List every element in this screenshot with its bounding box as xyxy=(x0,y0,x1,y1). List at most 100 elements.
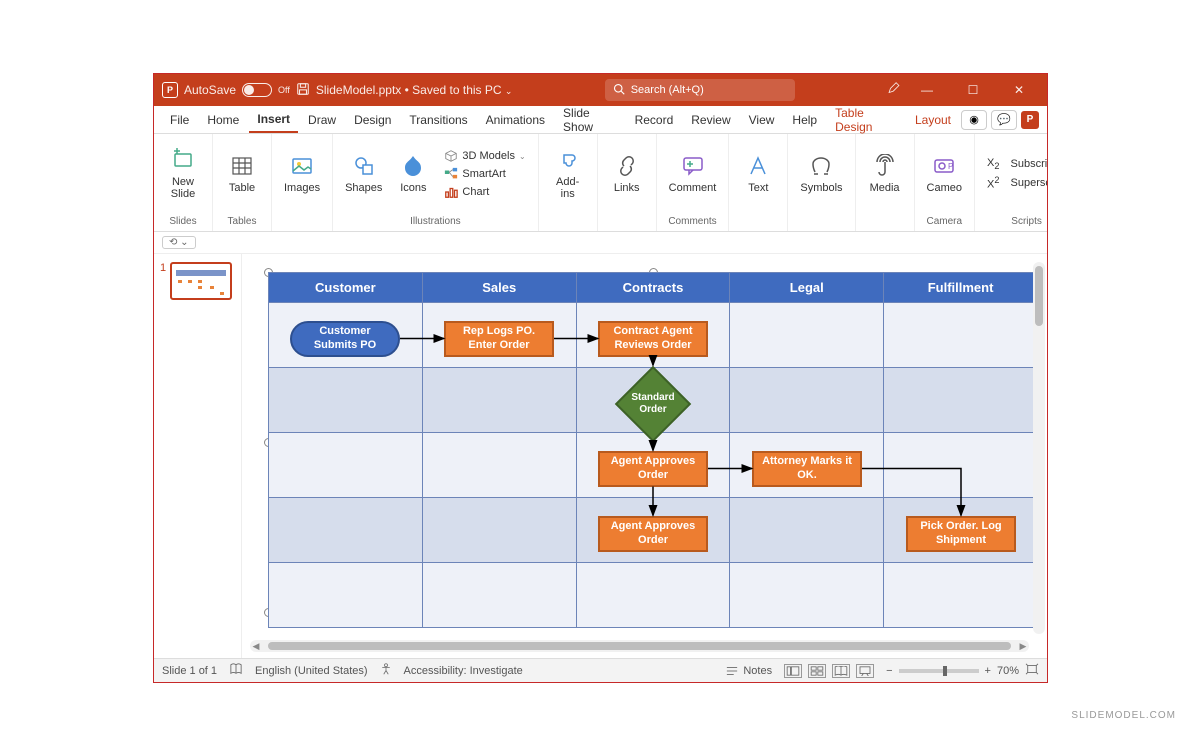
swimlane-cell xyxy=(884,432,1037,497)
swimlane-cell xyxy=(884,562,1037,627)
tab-record[interactable]: Record xyxy=(627,106,682,133)
undo-dropdown[interactable]: ⟲ ⌄ xyxy=(162,236,196,249)
icons-icon xyxy=(401,154,425,178)
swimlane-cell xyxy=(423,497,577,562)
swimlane-header-cell: Sales xyxy=(423,273,577,302)
slide-canvas[interactable]: CustomerSalesContractsLegalFulfillmentCu… xyxy=(250,262,1029,640)
subscript-button[interactable]: X2 Subscript xyxy=(985,156,1048,172)
flowchart-diamond[interactable]: Standard Order xyxy=(626,377,680,431)
tab-draw[interactable]: Draw xyxy=(300,106,344,133)
images-button[interactable]: Images xyxy=(278,152,326,196)
tab-table-design[interactable]: Table Design xyxy=(827,106,905,133)
flowchart-box[interactable]: Pick Order. Log Shipment xyxy=(906,516,1016,552)
swimlane-header-cell: Contracts xyxy=(577,273,731,302)
tab-review[interactable]: Review xyxy=(683,106,738,133)
language-status[interactable]: English (United States) xyxy=(255,665,368,677)
accessibility-icon xyxy=(380,663,392,678)
zoom-out-button[interactable]: − xyxy=(886,665,892,677)
links-button[interactable]: Links xyxy=(604,152,650,196)
media-button[interactable]: Media xyxy=(862,152,908,196)
save-icon[interactable] xyxy=(296,82,310,99)
shapes-icon xyxy=(352,154,376,178)
sorter-view-button[interactable] xyxy=(808,664,826,678)
tab-slideshow[interactable]: Slide Show xyxy=(555,106,625,133)
tab-file[interactable]: File xyxy=(162,106,197,133)
addins-icon xyxy=(556,148,580,172)
fit-button[interactable] xyxy=(1025,663,1039,678)
cameo-button[interactable]: P Cameo xyxy=(921,152,968,196)
slide-canvas-area: CustomerSalesContractsLegalFulfillmentCu… xyxy=(242,254,1047,658)
tab-transitions[interactable]: Transitions xyxy=(401,106,475,133)
watermark: SLIDEMODEL.COM xyxy=(1071,710,1176,721)
chart-button[interactable]: Chart xyxy=(442,184,527,200)
symbols-button[interactable]: Symbols xyxy=(794,152,848,196)
new-slide-button[interactable]: New Slide xyxy=(160,146,206,202)
smartart-button[interactable]: SmartArt xyxy=(442,166,527,182)
zoom-control[interactable]: − + 70% xyxy=(886,663,1039,678)
tab-help[interactable]: Help xyxy=(784,106,825,133)
tab-home[interactable]: Home xyxy=(199,106,247,133)
comment-button[interactable]: Comment xyxy=(663,152,723,196)
comments-shortcut[interactable]: 💬 xyxy=(991,110,1017,130)
pencil-icon[interactable] xyxy=(887,82,901,99)
reading-view-button[interactable] xyxy=(832,664,850,678)
account-badge[interactable]: P xyxy=(1021,111,1039,129)
tab-view[interactable]: View xyxy=(741,106,783,133)
zoom-in-button[interactable]: + xyxy=(985,665,991,677)
flowchart-box[interactable]: Attorney Marks it OK. xyxy=(752,451,862,487)
notes-button[interactable]: Notes xyxy=(725,665,772,677)
slide-thumbnails: 1 xyxy=(154,254,242,658)
table-button[interactable]: Table xyxy=(219,152,265,196)
normal-view-button[interactable] xyxy=(784,664,802,678)
swimlane-cell xyxy=(269,497,423,562)
thumbnail-preview xyxy=(170,262,232,300)
powerpoint-window: P AutoSave Off SlideModel.pptx • Saved t… xyxy=(153,73,1048,683)
superscript-button[interactable]: X2 Superscript xyxy=(985,174,1048,192)
images-icon xyxy=(290,154,314,178)
swimlane-cell xyxy=(884,302,1037,367)
icons-button[interactable]: Icons xyxy=(390,152,436,196)
thumbnail-1[interactable]: 1 xyxy=(160,262,235,300)
document-title: SlideModel.pptx • Saved to this PC ⌄ xyxy=(316,83,513,97)
record-shortcut[interactable]: ◉ xyxy=(961,110,987,130)
shapes-button[interactable]: Shapes xyxy=(339,152,388,196)
accessibility-status[interactable]: Accessibility: Investigate xyxy=(404,665,523,677)
minimize-button[interactable]: — xyxy=(907,83,947,97)
swimlane-cell xyxy=(269,562,423,627)
swimlane-header-cell: Customer xyxy=(269,273,423,302)
horizontal-scrollbar[interactable]: ◀▶ xyxy=(250,640,1029,652)
maximize-button[interactable]: ☐ xyxy=(953,83,993,97)
zoom-slider[interactable] xyxy=(899,669,979,673)
3dmodels-button[interactable]: 3D Models ⌄ xyxy=(442,148,527,164)
vertical-scrollbar[interactable] xyxy=(1033,262,1045,634)
search-box[interactable]: Search (Alt+Q) xyxy=(605,79,795,101)
swimlane-cell xyxy=(423,562,577,627)
swimlane-cell xyxy=(730,562,884,627)
flowchart-box[interactable]: Agent Approves Order xyxy=(598,451,708,487)
swimlane-cell xyxy=(577,562,731,627)
flowchart-box[interactable]: Rep Logs PO. Enter Order xyxy=(444,321,554,357)
svg-text:P: P xyxy=(948,162,953,171)
autosave-toggle[interactable]: AutoSave Off xyxy=(184,83,290,97)
slide-counter[interactable]: Slide 1 of 1 xyxy=(162,665,217,677)
flowchart-pill[interactable]: Customer Submits PO xyxy=(290,321,400,357)
comment-icon xyxy=(681,154,705,178)
flowchart-box[interactable]: Agent Approves Order xyxy=(598,516,708,552)
tab-insert[interactable]: Insert xyxy=(249,106,298,133)
zoom-percent[interactable]: 70% xyxy=(997,665,1019,677)
swimlane-cell xyxy=(269,432,423,497)
view-buttons xyxy=(784,664,874,678)
swimlane-header-cell: Fulfillment xyxy=(884,273,1037,302)
text-button[interactable]: Text xyxy=(735,152,781,196)
flowchart-box[interactable]: Contract Agent Reviews Order xyxy=(598,321,708,357)
slideshow-view-button[interactable] xyxy=(856,664,874,678)
tab-design[interactable]: Design xyxy=(346,106,399,133)
media-icon xyxy=(873,154,897,178)
quick-access-row: ⟲ ⌄ xyxy=(154,232,1047,254)
cube-icon xyxy=(444,149,458,163)
tab-animations[interactable]: Animations xyxy=(478,106,553,133)
addins-button[interactable]: Add- ins xyxy=(545,146,591,202)
tab-layout[interactable]: Layout xyxy=(907,106,959,133)
ribbon-tabs: File Home Insert Draw Design Transitions… xyxy=(154,106,1047,134)
close-button[interactable]: ✕ xyxy=(999,83,1039,97)
